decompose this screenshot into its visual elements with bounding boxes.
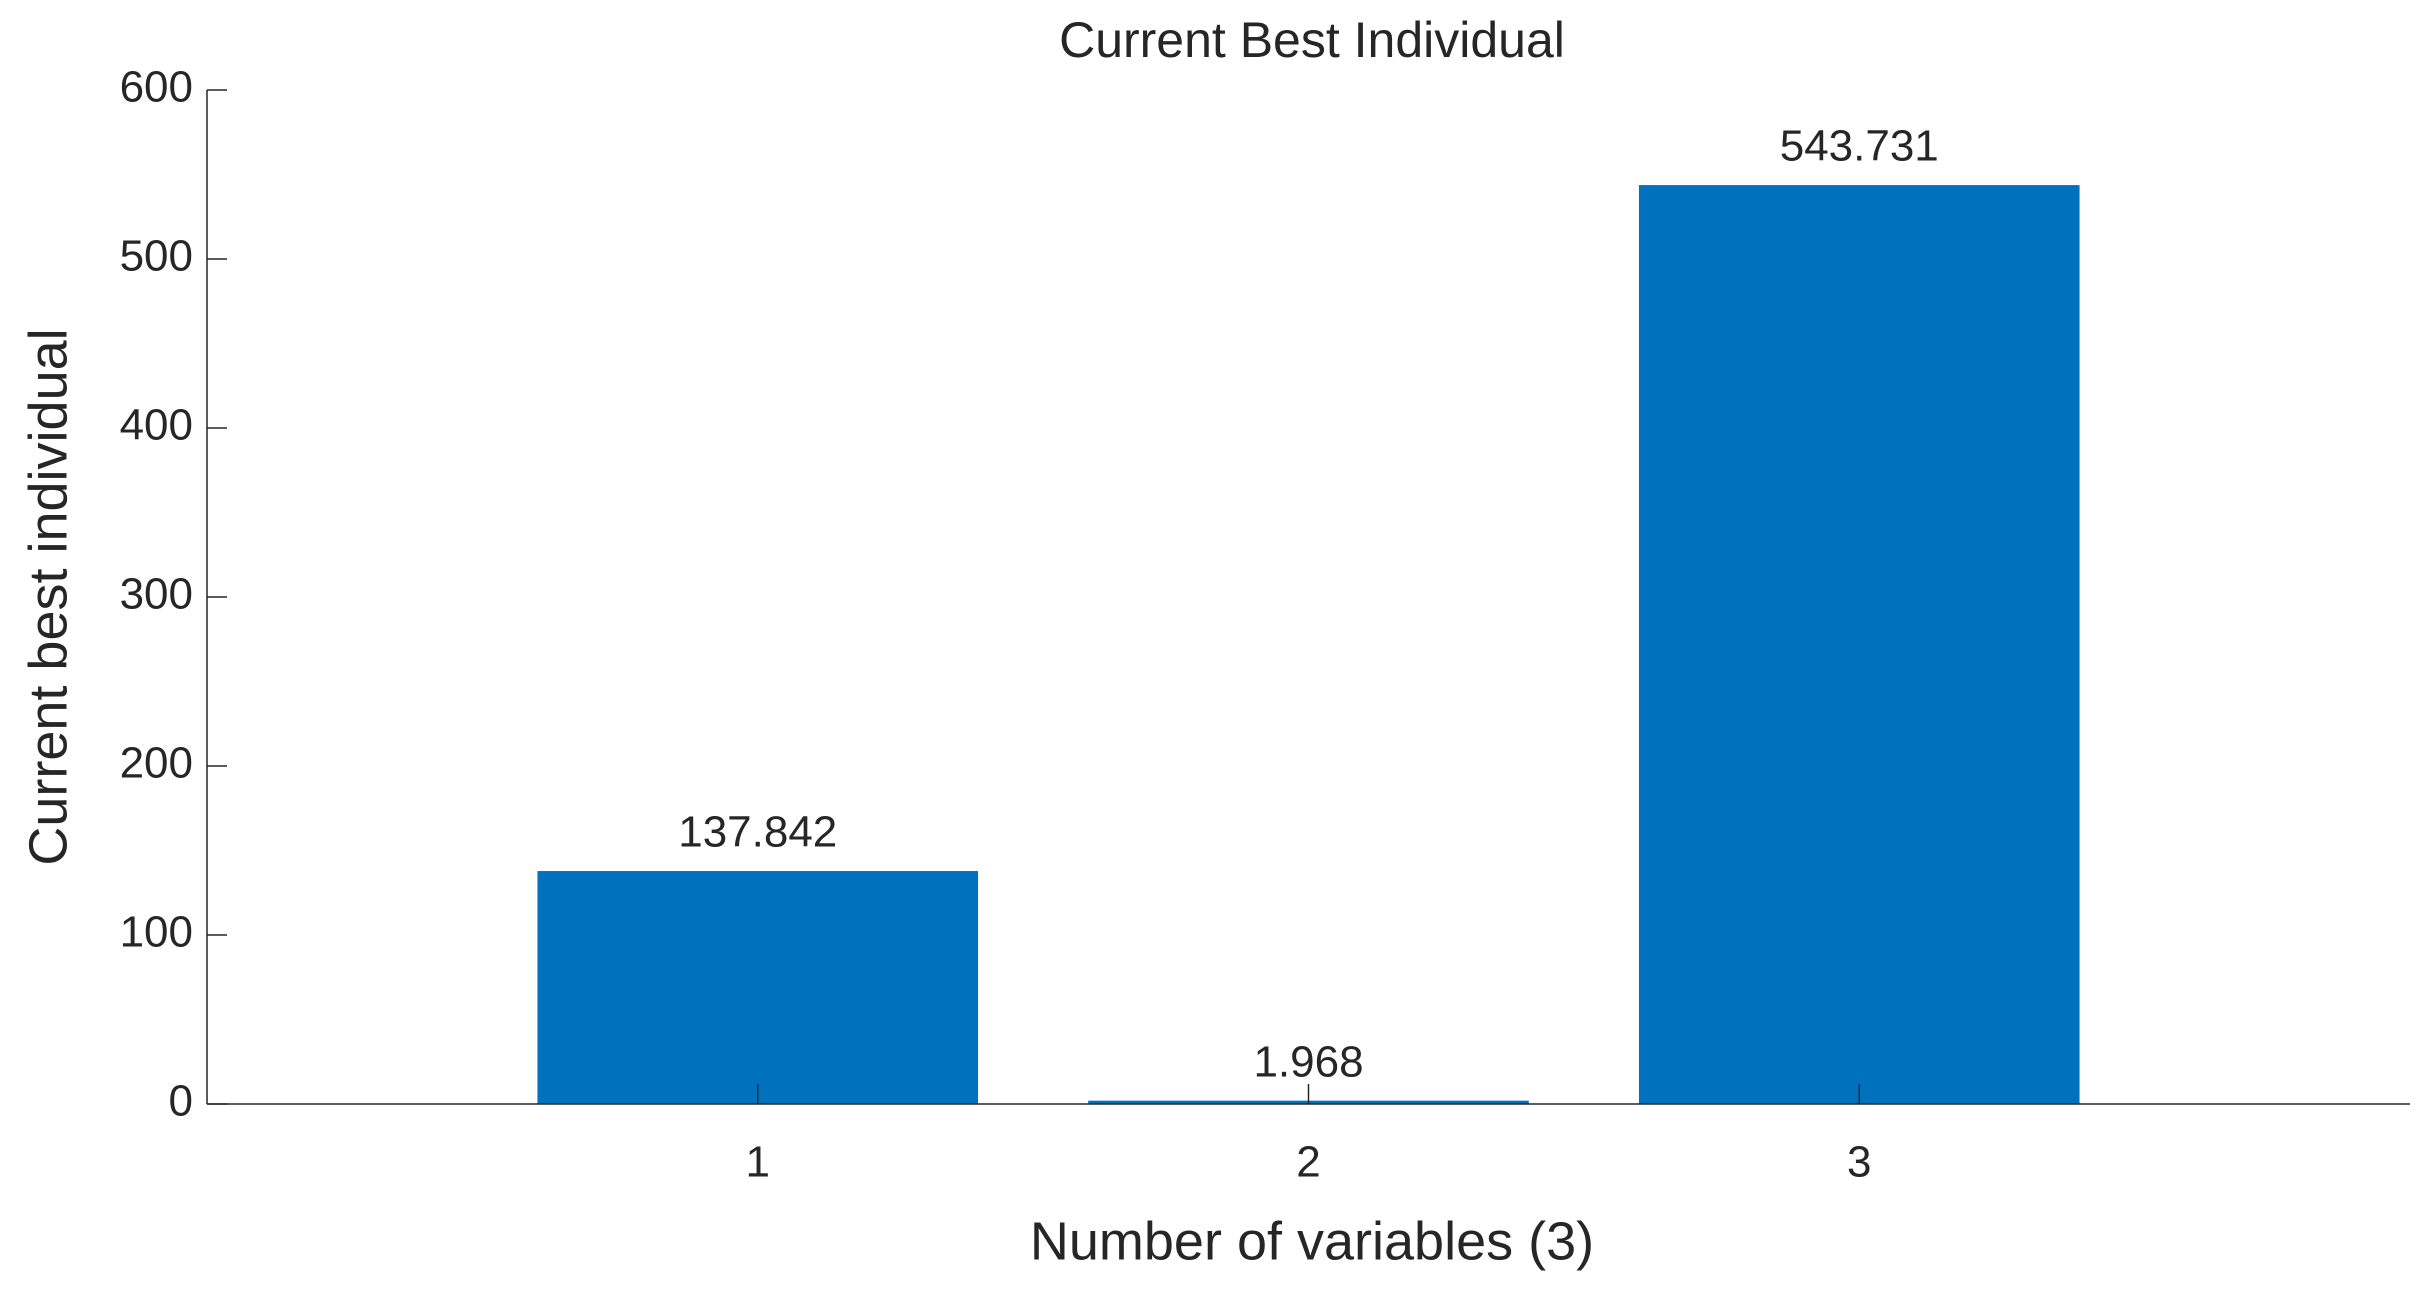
y-tick-label: 600 bbox=[120, 63, 193, 112]
y-tick-label: 500 bbox=[120, 232, 193, 281]
y-tick-label: 100 bbox=[120, 908, 193, 957]
data-label: 543.731 bbox=[1780, 122, 1939, 171]
y-tick-label: 200 bbox=[120, 739, 193, 788]
x-axis-label: Number of variables (3) bbox=[1030, 1211, 1594, 1271]
data-label: 137.842 bbox=[678, 808, 837, 857]
y-tick-label: 0 bbox=[169, 1077, 193, 1126]
y-axis-label: Current best individual bbox=[18, 328, 78, 865]
chart-title: Current Best Individual bbox=[1059, 12, 1565, 68]
y-tick-label: 300 bbox=[120, 570, 193, 619]
bar bbox=[1638, 185, 2080, 1104]
bar bbox=[537, 871, 979, 1104]
x-tick-label: 2 bbox=[1296, 1138, 1320, 1187]
x-tick-label: 1 bbox=[746, 1138, 770, 1187]
data-label: 1.968 bbox=[1253, 1037, 1363, 1086]
y-tick-label: 400 bbox=[120, 401, 193, 450]
x-tick-label: 3 bbox=[1847, 1138, 1871, 1187]
